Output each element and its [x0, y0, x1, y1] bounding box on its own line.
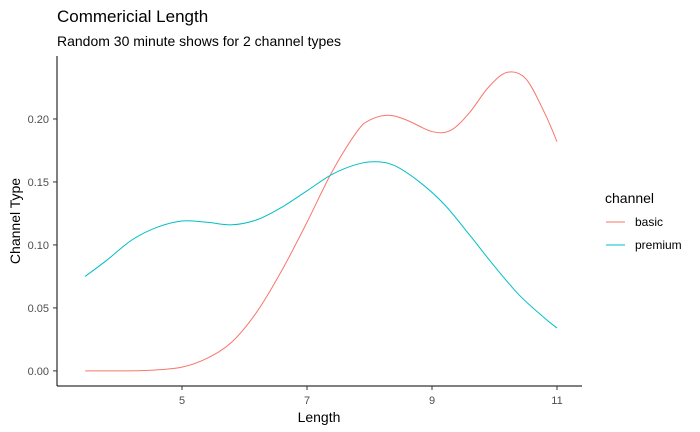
plot-area	[84, 71, 558, 372]
y-tick-label: 0.10	[28, 240, 49, 252]
series-line-premium	[84, 161, 558, 329]
x-tick-label: 11	[551, 395, 562, 407]
x-axis-title: Length	[298, 409, 341, 425]
y-tick-label: 0.20	[28, 114, 49, 126]
legend-label-premium: premium	[635, 238, 682, 252]
y-axis-title: Channel Type	[7, 178, 23, 264]
legend-title: channel	[605, 190, 654, 206]
legend-label-basic: basic	[635, 215, 663, 229]
y-tick-label: 0.05	[28, 303, 49, 315]
y-tick-label: 0.00	[28, 366, 49, 378]
chart-subtitle: Random 30 minute shows for 2 channel typ…	[57, 33, 341, 49]
x-tick-label: 9	[429, 395, 435, 407]
legend: channel basic premium	[605, 190, 682, 252]
x-axis-ticks: 5 7 9 11	[179, 386, 563, 407]
x-tick-label: 7	[304, 395, 310, 407]
chart-title: Commericial Length	[57, 7, 208, 26]
y-tick-label: 0.15	[28, 177, 49, 189]
x-tick-label: 5	[179, 395, 185, 407]
series-line-basic	[85, 71, 558, 372]
y-axis-ticks: 0.00 0.05 0.10 0.15 0.20	[28, 114, 57, 378]
